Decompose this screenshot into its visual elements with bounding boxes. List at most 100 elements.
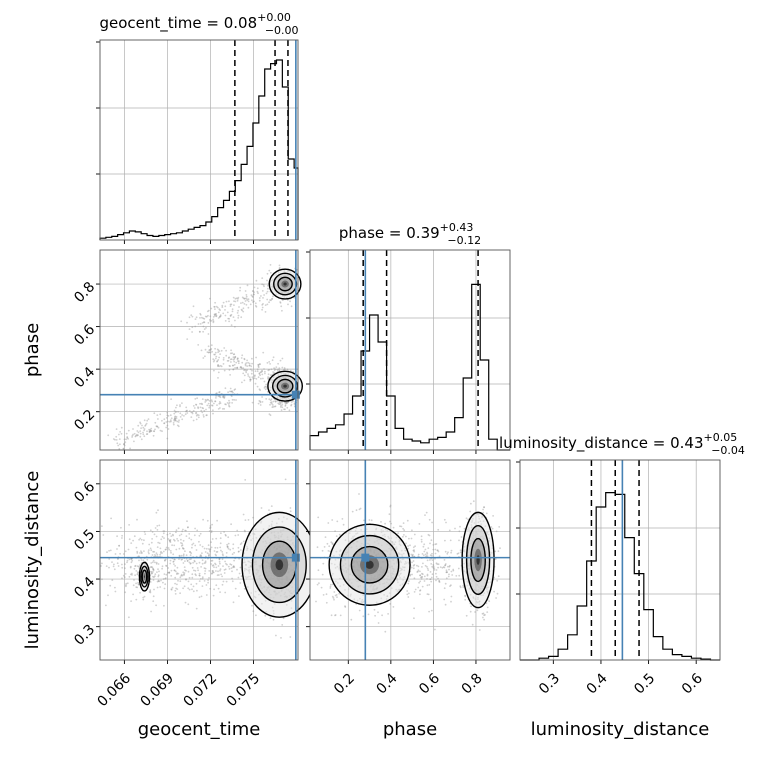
sample-point bbox=[426, 578, 428, 580]
sample-point bbox=[226, 545, 229, 548]
sample-point bbox=[492, 515, 494, 517]
sample-point bbox=[149, 547, 152, 550]
sample-point bbox=[214, 347, 217, 350]
sample-point bbox=[189, 551, 191, 553]
sample-point bbox=[186, 520, 188, 523]
sample-point bbox=[188, 561, 191, 564]
sample-point bbox=[232, 296, 235, 299]
sample-point bbox=[249, 378, 252, 381]
sample-point bbox=[204, 572, 206, 575]
sample-point bbox=[224, 387, 227, 390]
sample-point bbox=[270, 368, 273, 371]
sample-point bbox=[249, 368, 252, 371]
sample-point bbox=[261, 369, 263, 372]
sample-point bbox=[228, 356, 231, 359]
sample-point bbox=[253, 377, 256, 380]
sample-point bbox=[230, 390, 233, 393]
sample-point bbox=[208, 349, 211, 352]
sample-point bbox=[231, 580, 234, 583]
sample-point bbox=[150, 430, 153, 432]
scatter-geocent_time-vs-luminosity_distance-density-1-4 bbox=[143, 575, 145, 579]
sample-point bbox=[334, 530, 336, 532]
sample-point bbox=[254, 302, 257, 305]
sample-point bbox=[344, 606, 347, 608]
sample-point bbox=[199, 312, 202, 315]
sample-point bbox=[438, 580, 440, 582]
sample-point bbox=[171, 533, 174, 536]
sample-point bbox=[259, 363, 261, 365]
sample-point bbox=[129, 565, 132, 568]
sample-point bbox=[452, 568, 455, 571]
sample-point bbox=[214, 553, 217, 556]
scatter-phase-vs-luminosity_distance-density-0-4 bbox=[365, 560, 374, 569]
sample-point bbox=[481, 612, 484, 615]
sample-point bbox=[218, 356, 221, 359]
scatter-phase-vs-luminosity_distance-contour-1-2 bbox=[470, 537, 486, 583]
sample-point bbox=[201, 562, 204, 565]
sample-point bbox=[212, 412, 214, 415]
sample-point bbox=[209, 548, 212, 551]
sample-point bbox=[431, 565, 434, 568]
sample-point bbox=[155, 535, 158, 538]
sample-point bbox=[421, 573, 424, 576]
sample-point bbox=[161, 535, 164, 538]
sample-point bbox=[271, 359, 274, 362]
sample-point bbox=[213, 359, 216, 362]
sample-point bbox=[271, 298, 273, 300]
sample-point bbox=[236, 358, 239, 361]
sample-point bbox=[277, 402, 280, 405]
sample-point bbox=[330, 541, 333, 544]
sample-point bbox=[323, 546, 326, 548]
sample-point bbox=[184, 550, 186, 553]
sample-point bbox=[227, 403, 230, 405]
sample-point bbox=[257, 365, 260, 367]
sample-point bbox=[446, 552, 449, 555]
sample-point bbox=[195, 418, 198, 421]
scatter-geocent_time-vs-phase-contour-1-0 bbox=[267, 370, 304, 402]
sample-point bbox=[219, 568, 222, 570]
sample-point bbox=[268, 368, 271, 371]
sample-point bbox=[119, 431, 121, 433]
sample-point bbox=[213, 353, 216, 356]
sample-point bbox=[227, 357, 230, 359]
sample-point bbox=[116, 535, 118, 538]
sample-point bbox=[270, 505, 273, 507]
sample-point bbox=[208, 555, 210, 557]
sample-point bbox=[195, 607, 198, 610]
hist-luminosity_distance-frame bbox=[519, 459, 721, 661]
hist-geocent_time-title: geocent_time = 0.08+0.00 −0.00 bbox=[99, 11, 298, 37]
sample-point bbox=[178, 554, 181, 557]
sample-point bbox=[227, 542, 230, 545]
sample-point bbox=[413, 591, 416, 593]
sample-point bbox=[163, 530, 166, 533]
sample-point bbox=[284, 478, 287, 481]
sample-point bbox=[172, 560, 175, 563]
sample-point bbox=[252, 301, 254, 303]
sample-point bbox=[217, 351, 220, 354]
sample-point bbox=[226, 563, 228, 566]
sample-point bbox=[427, 569, 430, 571]
sample-point bbox=[140, 550, 142, 552]
sample-point bbox=[256, 290, 259, 293]
sample-point bbox=[445, 521, 447, 524]
sample-point bbox=[153, 430, 155, 432]
sample-point bbox=[436, 563, 439, 565]
sample-point bbox=[425, 511, 428, 514]
sample-point bbox=[174, 558, 176, 561]
sample-point bbox=[254, 382, 257, 385]
sample-point bbox=[202, 325, 205, 328]
sample-point bbox=[145, 433, 148, 436]
sample-point bbox=[460, 536, 463, 538]
phase-xtick-label-3: 0.8 bbox=[459, 670, 486, 697]
sample-point bbox=[152, 434, 155, 437]
sample-point bbox=[417, 569, 420, 572]
sample-point bbox=[213, 369, 215, 372]
luminosity-distance-xtick-label-0: 0.3 bbox=[536, 670, 563, 697]
sample-point bbox=[212, 321, 215, 324]
sample-point bbox=[163, 418, 166, 421]
sample-point bbox=[199, 406, 202, 409]
sample-point bbox=[215, 305, 218, 308]
sample-point bbox=[234, 534, 237, 537]
sample-point bbox=[257, 292, 259, 295]
sample-point bbox=[269, 374, 272, 376]
